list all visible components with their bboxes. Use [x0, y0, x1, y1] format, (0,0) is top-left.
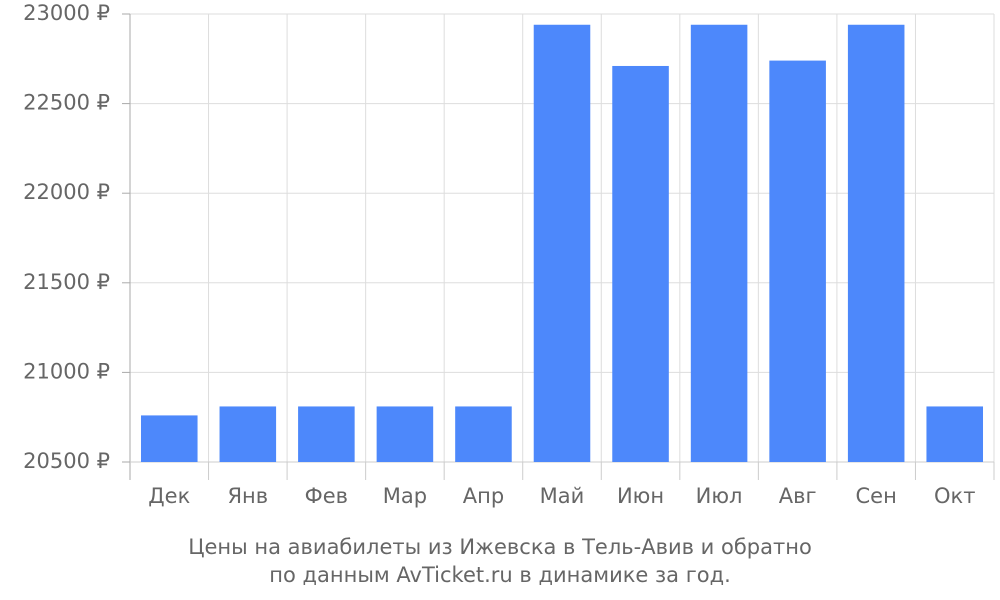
y-tick-label: 20500 ₽	[23, 449, 110, 473]
bar	[455, 406, 512, 462]
y-tick-label: 22500 ₽	[23, 91, 110, 115]
x-tick-label: Июн	[617, 484, 664, 508]
x-tick-label: Окт	[934, 484, 975, 508]
y-tick-label: 22000 ₽	[23, 180, 110, 204]
x-tick-label: Авг	[779, 484, 817, 508]
chart-title: Цены на авиабилеты из Ижевска в Тель-Ави…	[188, 535, 812, 559]
bar	[298, 406, 355, 462]
bar	[690, 24, 748, 462]
x-tick-label: Май	[540, 484, 585, 508]
bar	[769, 60, 826, 462]
bar	[140, 415, 198, 462]
x-tick-label: Янв	[227, 484, 268, 508]
x-tick-label: Дек	[148, 484, 190, 508]
bar	[926, 406, 984, 462]
bar	[376, 406, 434, 462]
bar	[533, 24, 591, 462]
x-tick-label: Фев	[305, 484, 348, 508]
x-tick-label: Мар	[383, 484, 427, 508]
x-tick-label: Сен	[856, 484, 897, 508]
x-tick-label: Апр	[463, 484, 504, 508]
y-tick-label: 21500 ₽	[23, 270, 110, 294]
bar	[219, 406, 277, 462]
chart-subtitle: по данным AvTicket.ru в динамике за год.	[269, 563, 731, 587]
y-tick-label: 21000 ₽	[23, 359, 110, 383]
y-tick-label: 23000 ₽	[23, 1, 110, 25]
x-tick-label: Июл	[696, 484, 743, 508]
bar	[612, 65, 669, 462]
bar	[847, 24, 905, 462]
